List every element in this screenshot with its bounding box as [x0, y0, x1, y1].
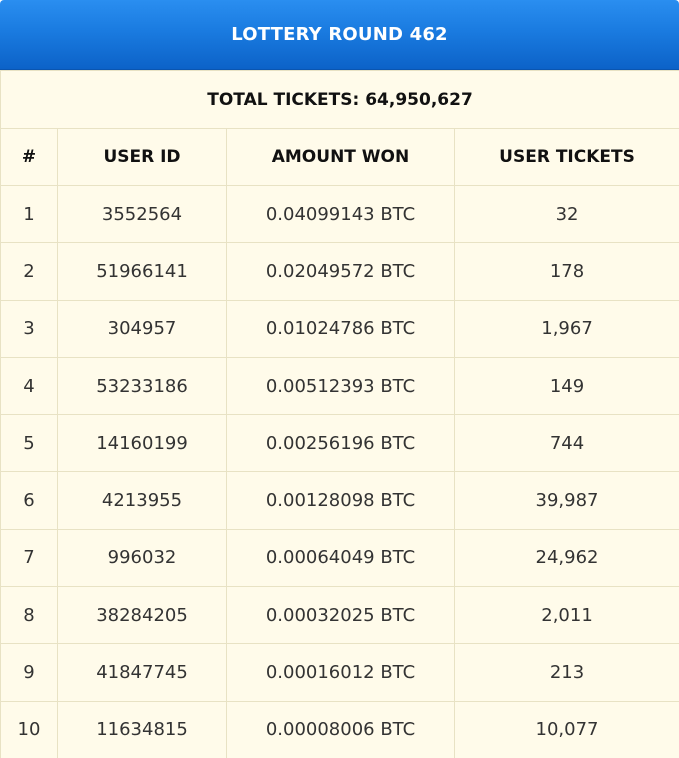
lottery-results-table: TOTAL TICKETS: 64,950,627 # USER ID AMOU…: [0, 70, 679, 758]
amount-won-cell: 0.00512393 BTC: [226, 356, 455, 416]
amount-won-cell: 0.00256196 BTC: [226, 414, 455, 473]
amount-won-cell: 0.02049572 BTC: [226, 242, 455, 301]
user-tickets-cell: 10,077: [453, 700, 679, 758]
user-id-cell: 4213955: [57, 471, 227, 530]
table-row: 9 41847745 0.00016012 BTC 213: [0, 643, 679, 702]
user-tickets-cell: 149: [453, 356, 679, 416]
user-tickets-cell: 39,987: [453, 471, 679, 530]
amount-won-cell: 0.04099143 BTC: [226, 184, 455, 244]
user-tickets-cell: 32: [453, 184, 679, 244]
rank-cell: 2: [0, 242, 58, 301]
table-row: 2 51966141 0.02049572 BTC 178: [0, 242, 679, 301]
rank-cell: 8: [0, 586, 58, 645]
user-tickets-cell: 213: [453, 643, 679, 702]
column-header-amount-won: AMOUNT WON: [226, 128, 455, 186]
amount-won-cell: 0.01024786 BTC: [226, 299, 455, 358]
user-id-cell: 11634815: [57, 700, 227, 758]
user-id-cell: 3552564: [57, 184, 227, 244]
user-tickets-cell: 24,962: [453, 528, 679, 588]
user-tickets-cell: 178: [453, 242, 679, 301]
user-id-cell: 304957: [57, 299, 227, 358]
table-row: 3 304957 0.01024786 BTC 1,967: [0, 299, 679, 358]
user-tickets-cell: 744: [453, 414, 679, 473]
amount-won-cell: 0.00128098 BTC: [226, 471, 455, 530]
table-row: 8 38284205 0.00032025 BTC 2,011: [0, 586, 679, 645]
rank-cell: 6: [0, 471, 58, 530]
user-id-cell: 14160199: [57, 414, 227, 473]
total-tickets-row: TOTAL TICKETS: 64,950,627: [0, 70, 679, 129]
amount-won-cell: 0.00008006 BTC: [226, 700, 455, 758]
table-row: 10 11634815 0.00008006 BTC 10,077: [0, 700, 679, 758]
user-id-cell: 38284205: [57, 586, 227, 645]
table-row: 7 996032 0.00064049 BTC 24,962: [0, 528, 679, 588]
rank-cell: 3: [0, 299, 58, 358]
table-row: 6 4213955 0.00128098 BTC 39,987: [0, 471, 679, 530]
lottery-round-title: LOTTERY ROUND 462: [0, 0, 679, 70]
rank-cell: 1: [0, 184, 58, 244]
rank-cell: 4: [0, 356, 58, 416]
total-tickets-label: TOTAL TICKETS: 64,950,627: [0, 70, 679, 129]
table-row: 4 53233186 0.00512393 BTC 149: [0, 356, 679, 416]
column-header-user-tickets: USER TICKETS: [453, 128, 679, 186]
rank-cell: 10: [0, 700, 58, 758]
user-id-cell: 41847745: [57, 643, 227, 702]
amount-won-cell: 0.00032025 BTC: [226, 586, 455, 645]
user-tickets-cell: 2,011: [453, 586, 679, 645]
column-header-rank: #: [0, 128, 58, 186]
user-id-cell: 51966141: [57, 242, 227, 301]
user-tickets-cell: 1,967: [453, 299, 679, 358]
user-id-cell: 996032: [57, 528, 227, 588]
amount-won-cell: 0.00016012 BTC: [226, 643, 455, 702]
rank-cell: 5: [0, 414, 58, 473]
table-row: 5 14160199 0.00256196 BTC 744: [0, 414, 679, 473]
amount-won-cell: 0.00064049 BTC: [226, 528, 455, 588]
rank-cell: 7: [0, 528, 58, 588]
table-row: 1 3552564 0.04099143 BTC 32: [0, 184, 679, 244]
rank-cell: 9: [0, 643, 58, 702]
user-id-cell: 53233186: [57, 356, 227, 416]
column-header-user-id: USER ID: [57, 128, 227, 186]
table-header-row: # USER ID AMOUNT WON USER TICKETS: [0, 128, 679, 186]
